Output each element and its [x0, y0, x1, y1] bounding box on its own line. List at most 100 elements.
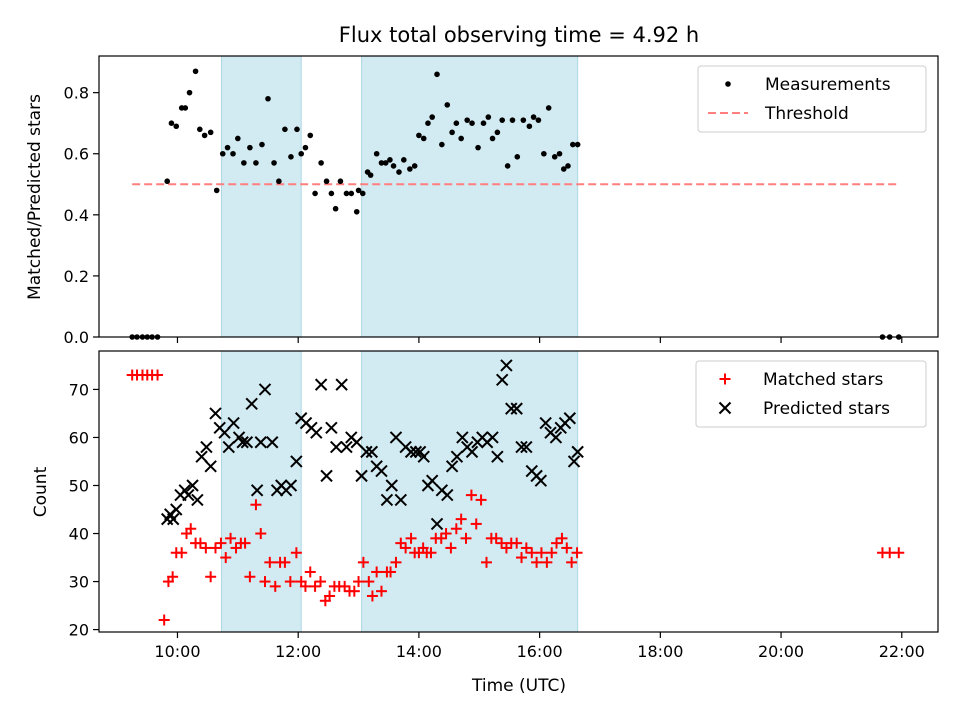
- measurement-point: [219, 150, 226, 157]
- matched-star-point: [556, 532, 568, 544]
- matched-star-point: [353, 576, 365, 588]
- x-tick-label: 10:00: [154, 642, 200, 661]
- y-tick-label: 20: [69, 621, 89, 640]
- matched-star-point: [546, 547, 558, 559]
- matched-star-point: [400, 542, 412, 554]
- matched-star-point: [450, 523, 462, 535]
- measurement-point: [348, 190, 355, 197]
- measurement-point: [396, 169, 402, 175]
- matched-star-point: [535, 547, 547, 559]
- measurement-point: [416, 132, 422, 139]
- y-tick-label: 0.4: [64, 206, 89, 225]
- matched-star-point: [460, 532, 472, 544]
- x-tick-label: 14:00: [396, 642, 442, 661]
- matched-star-point: [465, 489, 477, 501]
- matched-star-point: [339, 580, 351, 592]
- matched-star-point: [561, 542, 573, 554]
- measurement-point: [288, 153, 294, 160]
- y-tick-label: 70: [69, 380, 89, 399]
- predicted-star-point: [335, 378, 348, 391]
- matched-star-point: [167, 571, 179, 583]
- measurement-point: [420, 135, 427, 142]
- legend-predicted-marker: [718, 401, 732, 415]
- x-tick-label: 18:00: [637, 642, 683, 661]
- predicted-star-point: [389, 431, 403, 444]
- matched-star-point: [435, 532, 447, 544]
- shaded-interval: [361, 350, 579, 633]
- matched-star-point: [299, 580, 311, 592]
- matched-star-point: [405, 532, 417, 544]
- measurement-point: [439, 141, 445, 148]
- legend-matched-label: Matched stars: [763, 370, 883, 390]
- matched-star-point: [230, 542, 242, 554]
- predicted-star-point: [186, 479, 199, 492]
- y-tick-label: 40: [69, 525, 89, 544]
- measurement-point: [475, 144, 481, 151]
- x-tick-label: 20:00: [758, 642, 804, 661]
- predicted-star-point: [314, 378, 328, 391]
- bottom-axes-frame: [98, 350, 939, 633]
- matched-star-point: [158, 614, 170, 626]
- top-x-axis-ticks: [176, 337, 903, 343]
- measurement-point: [504, 163, 511, 169]
- measurement-point: [332, 205, 339, 212]
- measurement-point: [253, 160, 259, 166]
- matched-star-point: [526, 547, 538, 559]
- measurement-point: [197, 126, 203, 133]
- predicted-star-point: [266, 436, 279, 449]
- predicted-star-point: [340, 440, 353, 454]
- matched-star-point: [176, 547, 188, 559]
- x-axis-label: Time (UTC): [471, 676, 566, 696]
- matched-star-point: [390, 556, 402, 568]
- matched-star-point: [440, 528, 452, 540]
- bottom-y-axis-label: Count: [31, 466, 51, 517]
- predicted-star-point: [486, 431, 499, 444]
- y-tick-label: 30: [69, 573, 89, 592]
- measurement-point: [453, 120, 460, 126]
- measurement-point: [355, 187, 362, 194]
- measurement-point: [373, 150, 380, 157]
- matched-star-point: [425, 547, 437, 559]
- measurement-point: [514, 153, 521, 160]
- measurement-point: [382, 160, 389, 166]
- matched-star-point: [348, 585, 360, 597]
- measurement-point: [530, 114, 537, 120]
- matched-star-point: [152, 369, 164, 381]
- predicted-star-point: [250, 484, 264, 497]
- matched-star-point: [309, 580, 321, 592]
- predicted-star-point: [325, 421, 338, 435]
- matched-star-point: [200, 542, 212, 554]
- matched-star-point: [496, 537, 508, 549]
- matched-star-point: [481, 556, 493, 568]
- y-tick-label: 50: [69, 476, 89, 495]
- matched-star-point: [250, 499, 262, 511]
- measurement-point: [265, 95, 271, 102]
- predicted-star-point: [355, 469, 368, 483]
- measurement-point: [469, 120, 475, 126]
- top-axes-frame: [98, 55, 939, 338]
- measurement-point: [545, 105, 552, 111]
- predicted-star-point: [365, 445, 379, 459]
- y-tick-label: 0.6: [64, 145, 89, 164]
- matched-star-point: [324, 590, 336, 602]
- measurement-point: [323, 178, 330, 185]
- legend-measurements-marker: [725, 81, 731, 87]
- measurement-point: [464, 117, 470, 123]
- y-tick-label: 60: [69, 428, 89, 447]
- measurement-point: [535, 117, 542, 123]
- measurement-point: [168, 120, 175, 126]
- y-tick-label: 0.0: [64, 328, 89, 347]
- measurement-point: [401, 157, 407, 163]
- predicted-star-point: [258, 383, 272, 396]
- matched-star-point: [304, 566, 316, 578]
- predicted-star-point: [375, 464, 388, 478]
- measurement-point: [318, 160, 324, 166]
- bottom-shaded-intervals: [221, 350, 579, 633]
- matched-star-point: [385, 566, 397, 578]
- predicted-star-point: [500, 359, 513, 372]
- predicted-star-point: [563, 412, 577, 425]
- matched-star-point: [209, 542, 221, 554]
- measurement-point: [485, 114, 492, 120]
- measurement-point: [282, 126, 288, 133]
